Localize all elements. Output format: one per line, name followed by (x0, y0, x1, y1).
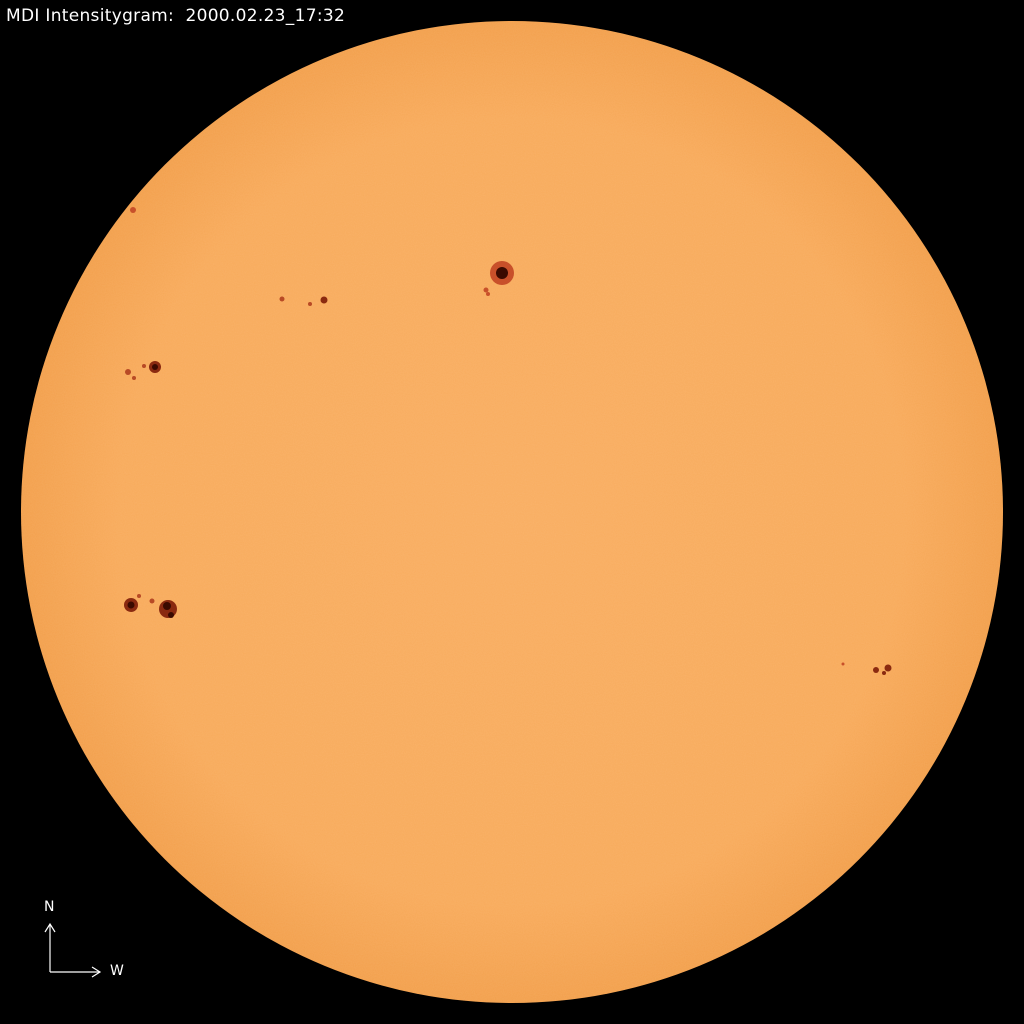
sunspot (486, 292, 490, 296)
image-title: MDI Intensitygram: 2000.02.23_17:32 (6, 6, 346, 26)
sunspot (882, 671, 886, 675)
sunspot-umbra (496, 267, 508, 279)
compass-west-label: W (110, 963, 124, 979)
compass-arrows (44, 922, 102, 978)
sunspot (308, 302, 312, 306)
sunspot (125, 369, 131, 375)
sunspot (137, 594, 141, 598)
sunspot (884, 664, 892, 672)
sunspot (163, 602, 171, 610)
sunspot (279, 296, 285, 302)
sunspot (142, 364, 146, 368)
sunspot (130, 207, 136, 213)
sunspots (124, 207, 892, 675)
sunspot (132, 376, 136, 380)
sunspot (127, 601, 135, 609)
compass-north-label: N (44, 899, 55, 915)
sunspot (841, 662, 845, 666)
sunspot (320, 296, 328, 304)
sunspot (168, 612, 174, 618)
sunspot (152, 364, 158, 370)
sunspot (483, 287, 489, 293)
sunspot (873, 667, 879, 673)
sunspot (149, 598, 155, 604)
